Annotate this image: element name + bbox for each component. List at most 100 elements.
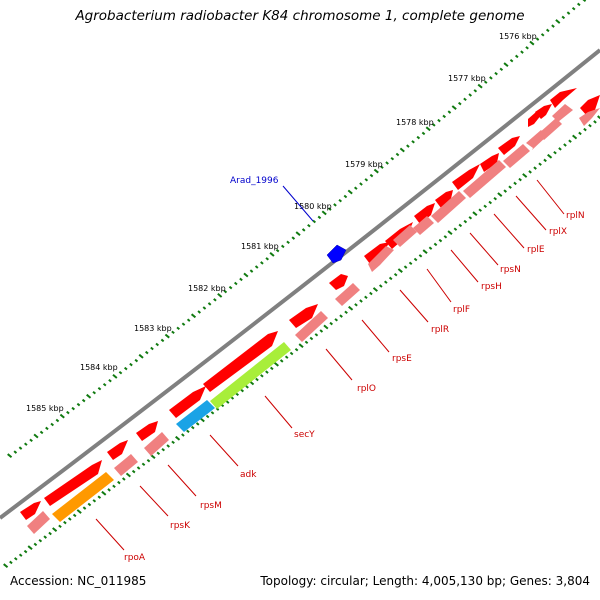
gene-label-arad-1996[interactable]: Arad_1996 [230, 176, 279, 186]
outer-ruler-dot [181, 322, 186, 326]
gene-rpsE[interactable] [364, 242, 390, 264]
inner-ruler-dot [372, 287, 378, 292]
inner-ruler-dot [298, 343, 304, 349]
cds-rplE-b[interactable] [526, 130, 547, 150]
outer-ruler-dot [92, 390, 96, 395]
gene-label-rplO[interactable]: rplO [357, 384, 376, 394]
outer-ruler-dot [425, 126, 431, 132]
inner-ruler-dot [413, 257, 418, 262]
inner-ruler-dot [150, 454, 156, 460]
cds-adk[interactable] [176, 400, 215, 432]
gene-label-rpsM[interactable]: rpsM [200, 501, 222, 511]
outer-ruler-dot [525, 46, 529, 50]
inner-ruler-dot [538, 162, 542, 166]
outer-ruler-dot [343, 194, 348, 199]
inner-ruler-dot [553, 150, 557, 155]
ruler-label-1582: 1582 kbp [188, 284, 226, 293]
summary-label: Topology: circular; Length: 4,005,130 bp… [260, 574, 590, 588]
cds-rplF[interactable] [431, 191, 466, 223]
inner-ruler-dot [97, 495, 102, 499]
outer-ruler-dot [566, 11, 571, 15]
gene-label-adk[interactable]: adk [240, 470, 257, 480]
gene-rpsK[interactable] [107, 440, 128, 460]
cds-secY[interactable] [210, 342, 291, 409]
gene-rplO[interactable] [329, 274, 348, 290]
outer-ruler-dot [197, 310, 201, 314]
gene-label-secY[interactable]: secY [294, 430, 315, 440]
inner-ruler-dot [289, 351, 294, 356]
inner-ruler-dot [240, 388, 244, 393]
gene-label-rpsH[interactable]: rpsH [481, 282, 502, 292]
inner-ruler-dot [175, 435, 181, 441]
outer-ruler-dot [463, 97, 467, 102]
backbone-arc [0, 48, 600, 520]
cds-rpoA[interactable] [52, 472, 114, 522]
gene-label-rpoA[interactable]: rpoA [124, 553, 146, 563]
gene-secY-large[interactable] [203, 331, 278, 392]
gene-rpsN-b[interactable] [480, 153, 499, 172]
outer-ruler-dot [24, 442, 28, 446]
gene-rplX[interactable] [550, 88, 577, 108]
cds-rpsK[interactable] [114, 454, 138, 476]
inner-ruler-dot [547, 153, 553, 159]
gene-rpsM[interactable] [136, 421, 158, 441]
gene-rpsN[interactable] [498, 136, 520, 155]
cds-rplF-b[interactable] [413, 216, 434, 235]
outer-ruler-dot [546, 28, 550, 33]
gene-arad-1996[interactable] [326, 244, 347, 264]
cds-rpoA-b[interactable] [27, 511, 50, 534]
inner-ruler-dot [210, 411, 215, 415]
gene-label-rplF[interactable]: rplF [453, 305, 470, 315]
inner-ruler-dot [245, 385, 249, 389]
gene-secY[interactable] [289, 304, 318, 328]
outer-ruler-dot [176, 326, 180, 331]
gene-rpsH[interactable] [452, 164, 480, 190]
inner-ruler-dot [397, 268, 403, 273]
inner-ruler-dot [76, 509, 82, 514]
gene-rpoA[interactable] [44, 460, 102, 506]
label-line-rplF [426, 268, 452, 303]
cds-rpsH[interactable] [463, 160, 506, 198]
outer-ruler-dot [520, 50, 524, 54]
inner-ruler-dot [447, 230, 453, 236]
cds-rpsE[interactable] [368, 246, 394, 272]
outer-ruler-dot [29, 438, 33, 443]
outer-ruler-dot [416, 135, 421, 140]
cds-rplN[interactable] [579, 108, 600, 126]
cds-secY-pink[interactable] [295, 311, 328, 342]
cds-rpsM[interactable] [144, 432, 169, 456]
gene-label-rpsE[interactable]: rpsE [392, 354, 412, 364]
cds-rplO[interactable] [335, 283, 360, 306]
gene-rplE-b[interactable] [528, 112, 542, 127]
gene-adk[interactable] [169, 386, 206, 418]
inner-ruler-dot [58, 524, 62, 529]
inner-ruler-dot [438, 238, 443, 243]
cds-rpsN[interactable] [503, 144, 530, 168]
gene-label-rplR[interactable]: rplR [431, 325, 449, 335]
gene-label-rpsK[interactable]: rpsK [170, 521, 191, 531]
inner-ruler-dot [359, 299, 363, 303]
cds-rplX[interactable] [552, 104, 573, 122]
gene-rplN[interactable] [580, 95, 600, 116]
inner-ruler-dot [379, 284, 383, 288]
outer-ruler-dot [50, 422, 54, 427]
gene-label-rplN[interactable]: rplN [566, 211, 585, 221]
inner-ruler-dot [122, 477, 126, 481]
gene-label-rplX[interactable]: rplX [549, 227, 567, 237]
outer-ruler-dot [97, 386, 102, 391]
inner-ruler-dot [364, 295, 368, 300]
inner-ruler-dot [156, 451, 161, 456]
cds-rplR[interactable] [393, 225, 417, 247]
inner-ruler-dot [488, 200, 492, 205]
gene-label-rpsN[interactable]: rpsN [500, 265, 521, 275]
inner-ruler-dot [181, 433, 185, 437]
gene-label-rplE[interactable]: rplE [527, 245, 545, 255]
inner-ruler-dot [284, 355, 289, 359]
reverse-genes [20, 88, 600, 534]
gene-rpoA-b[interactable] [20, 501, 41, 520]
ruler-labels: 1576 kbp 1577 kbp 1578 kbp 1579 kbp 1580… [26, 32, 537, 413]
gene-rplF-b[interactable] [414, 203, 435, 224]
outer-ruler-dot [249, 269, 254, 273]
outer-ruler-dot [171, 330, 175, 335]
ruler-label-1576: 1576 kbp [499, 32, 537, 41]
